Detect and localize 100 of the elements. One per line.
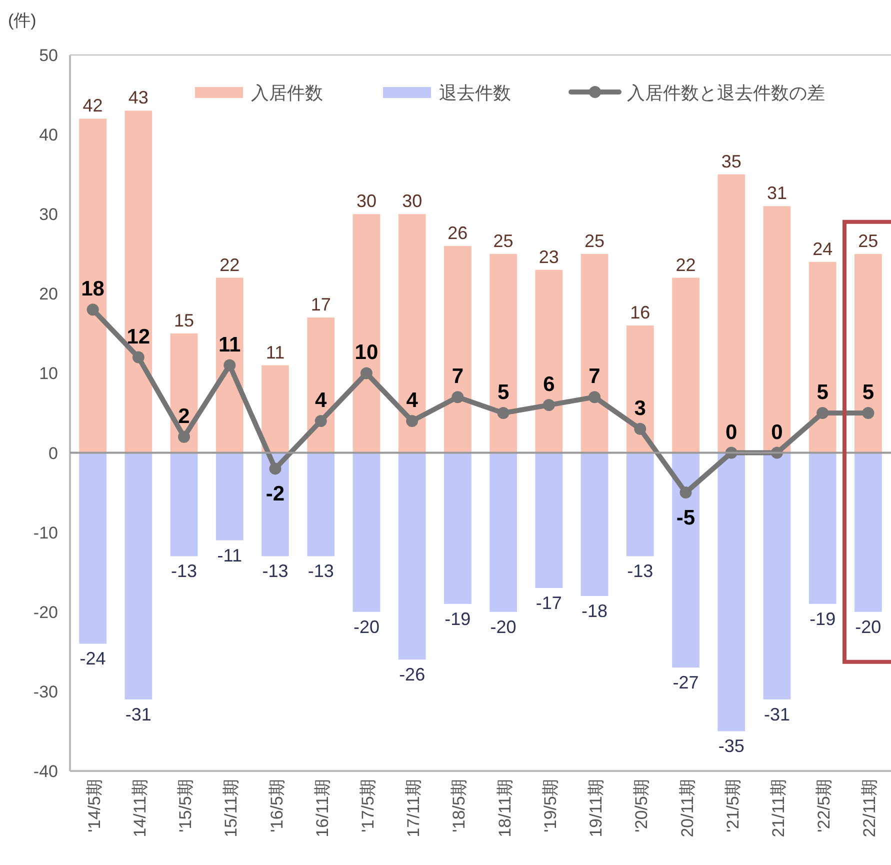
data-label: 5 [862, 381, 874, 404]
data-label: -13 [171, 561, 198, 582]
bar [262, 365, 289, 453]
data-label: 4 [315, 388, 328, 412]
data-label: 0 [726, 420, 738, 444]
data-label: -13 [262, 561, 288, 582]
data-label: -24 [80, 648, 106, 669]
bar [307, 318, 335, 453]
data-label: -27 [672, 672, 699, 693]
y-tick-label: 30 [39, 205, 58, 224]
bar [535, 452, 563, 588]
x-tick-label: 20/11期 [678, 779, 697, 838]
data-label: 11 [218, 333, 242, 356]
bar [490, 452, 517, 612]
data-label: -2 [266, 482, 285, 506]
point [224, 359, 236, 372]
data-label: -19 [444, 608, 471, 629]
y-tick-label: 0 [48, 444, 58, 463]
y-tick-label: 20 [39, 284, 58, 304]
point [634, 422, 646, 435]
bar [854, 254, 882, 453]
data-label: -5 [676, 506, 696, 530]
bar [672, 452, 700, 668]
data-label: 7 [588, 365, 600, 388]
data-label: -17 [536, 593, 562, 614]
data-label: 7 [452, 365, 464, 388]
data-label: -20 [490, 616, 516, 637]
bar [580, 254, 608, 453]
data-label: -31 [764, 704, 790, 724]
data-label: 30 [356, 191, 376, 212]
bar [718, 452, 746, 732]
data-label: -19 [810, 608, 836, 629]
bar [854, 452, 882, 612]
y-tick-label: -40 [33, 762, 58, 781]
data-label: -20 [353, 616, 380, 637]
legend-label: 入居件数と退去件数の差 [627, 83, 825, 103]
data-label: -26 [399, 664, 426, 685]
bar [398, 214, 426, 453]
point [132, 351, 144, 364]
data-label: 4 [406, 388, 418, 412]
data-label: -20 [855, 616, 882, 637]
x-tick-label: '15/5期 [176, 779, 196, 832]
y-tick-label: -10 [33, 523, 58, 542]
data-label: 25 [584, 230, 605, 251]
data-label: 18 [81, 278, 105, 301]
y-tick-label: 50 [39, 46, 58, 65]
point [178, 430, 190, 443]
bar [672, 278, 700, 453]
point [680, 486, 692, 499]
bar [626, 325, 654, 453]
x-tick-label: '19/5期 [540, 779, 560, 832]
data-label: 5 [816, 381, 829, 404]
point [86, 304, 99, 316]
x-tick-label: '16/5期 [267, 779, 286, 832]
y-tick-label: -30 [33, 682, 58, 702]
data-label: 35 [721, 151, 742, 172]
point [452, 391, 464, 404]
x-tick-label: 14/11期 [130, 779, 150, 838]
data-label: 31 [766, 183, 787, 204]
bar [580, 452, 608, 596]
bar [216, 278, 244, 453]
data-label: -35 [718, 736, 744, 756]
x-tick-label: '22/5期 [814, 779, 834, 832]
data-label: 17 [310, 294, 331, 315]
data-label: 25 [858, 230, 878, 251]
bar [170, 452, 198, 556]
y-tick-label: -20 [33, 602, 58, 622]
x-tick-label: '14/5期 [84, 779, 104, 832]
bar [352, 214, 380, 453]
bar [398, 452, 426, 660]
bar [535, 270, 563, 453]
bar [808, 452, 836, 604]
bar [490, 254, 517, 453]
bar [718, 174, 746, 453]
x-tick-label: 15/11期 [222, 779, 241, 838]
data-label: 16 [630, 302, 650, 322]
legend-label: 入居件数 [251, 83, 323, 103]
bar [262, 452, 289, 556]
bar [307, 452, 335, 556]
point [542, 399, 555, 412]
bar [808, 262, 836, 453]
point [588, 391, 601, 404]
x-tick-label: 16/11期 [312, 779, 332, 838]
data-label: 43 [128, 88, 148, 108]
y-axis-title: (件) [8, 11, 36, 30]
bar [626, 452, 654, 556]
data-label: 25 [493, 230, 514, 251]
bar [79, 118, 106, 453]
data-label: 0 [771, 420, 783, 444]
x-tick-label: 17/11期 [404, 779, 424, 838]
data-label: 15 [174, 310, 194, 330]
x-tick-label: '17/5期 [358, 779, 378, 832]
data-label: 11 [266, 342, 285, 362]
x-tick-label: 19/11期 [586, 779, 606, 838]
data-label: 30 [402, 191, 422, 212]
data-label: -18 [582, 600, 608, 621]
data-label: 22 [220, 254, 240, 275]
bar [216, 452, 244, 540]
bar [124, 110, 152, 453]
bar [763, 452, 791, 700]
